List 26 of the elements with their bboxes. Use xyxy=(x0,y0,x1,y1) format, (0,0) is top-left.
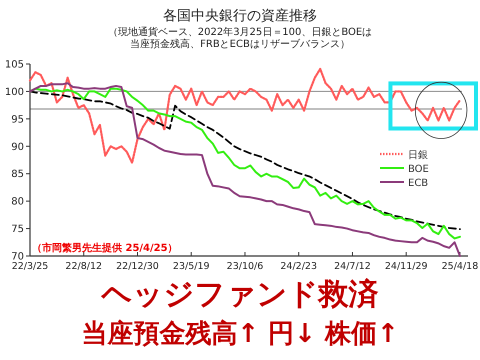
legend-label: 日銀 xyxy=(408,150,428,161)
chart-subtitle: （現地通貨ベース、2022年3月25日＝100、日銀とBOEは当座預金残高、FRBとECBはリザーブバランス） xyxy=(108,26,372,50)
x-tick-label: 23/10/6 xyxy=(226,261,264,272)
annotation: （市岡繁男先生提供 25/4/25） xyxy=(32,242,178,254)
legend-label: ECB xyxy=(408,178,428,189)
chart-title: 各国中央銀行の資産推移 xyxy=(163,8,317,24)
x-tick-label: 24/2/23 xyxy=(280,261,318,272)
x-tick-label: 23/5/19 xyxy=(172,261,210,272)
x-tick-label: 24/7/12 xyxy=(334,261,371,272)
text: ヘッジファンド救済 xyxy=(100,277,378,312)
x-tick-label: 24/11/29 xyxy=(384,261,428,272)
line-series xyxy=(28,68,462,164)
text: 当座預金残高↑ 円↓ 株価↑ xyxy=(81,319,399,349)
y-tick-label: 100 xyxy=(4,86,24,98)
y-tick-label: 105 xyxy=(4,60,24,70)
y-tick-label: 70 xyxy=(11,252,24,262)
x-tick-label: 22/8/12 xyxy=(65,261,102,272)
legend-label: BOE xyxy=(408,164,429,175)
x-tick-label: 22/3/25 xyxy=(12,261,48,272)
y-tick-label: 75 xyxy=(11,224,24,236)
x-tick-label: 25/4/18 xyxy=(442,261,478,272)
y-tick-label: 95 xyxy=(11,114,24,126)
y-tick-label: 80 xyxy=(11,196,24,208)
x-tick-label: 22/12/30 xyxy=(116,261,159,272)
y-tick-label: 85 xyxy=(11,169,24,180)
y-tick-label: 90 xyxy=(11,142,24,153)
